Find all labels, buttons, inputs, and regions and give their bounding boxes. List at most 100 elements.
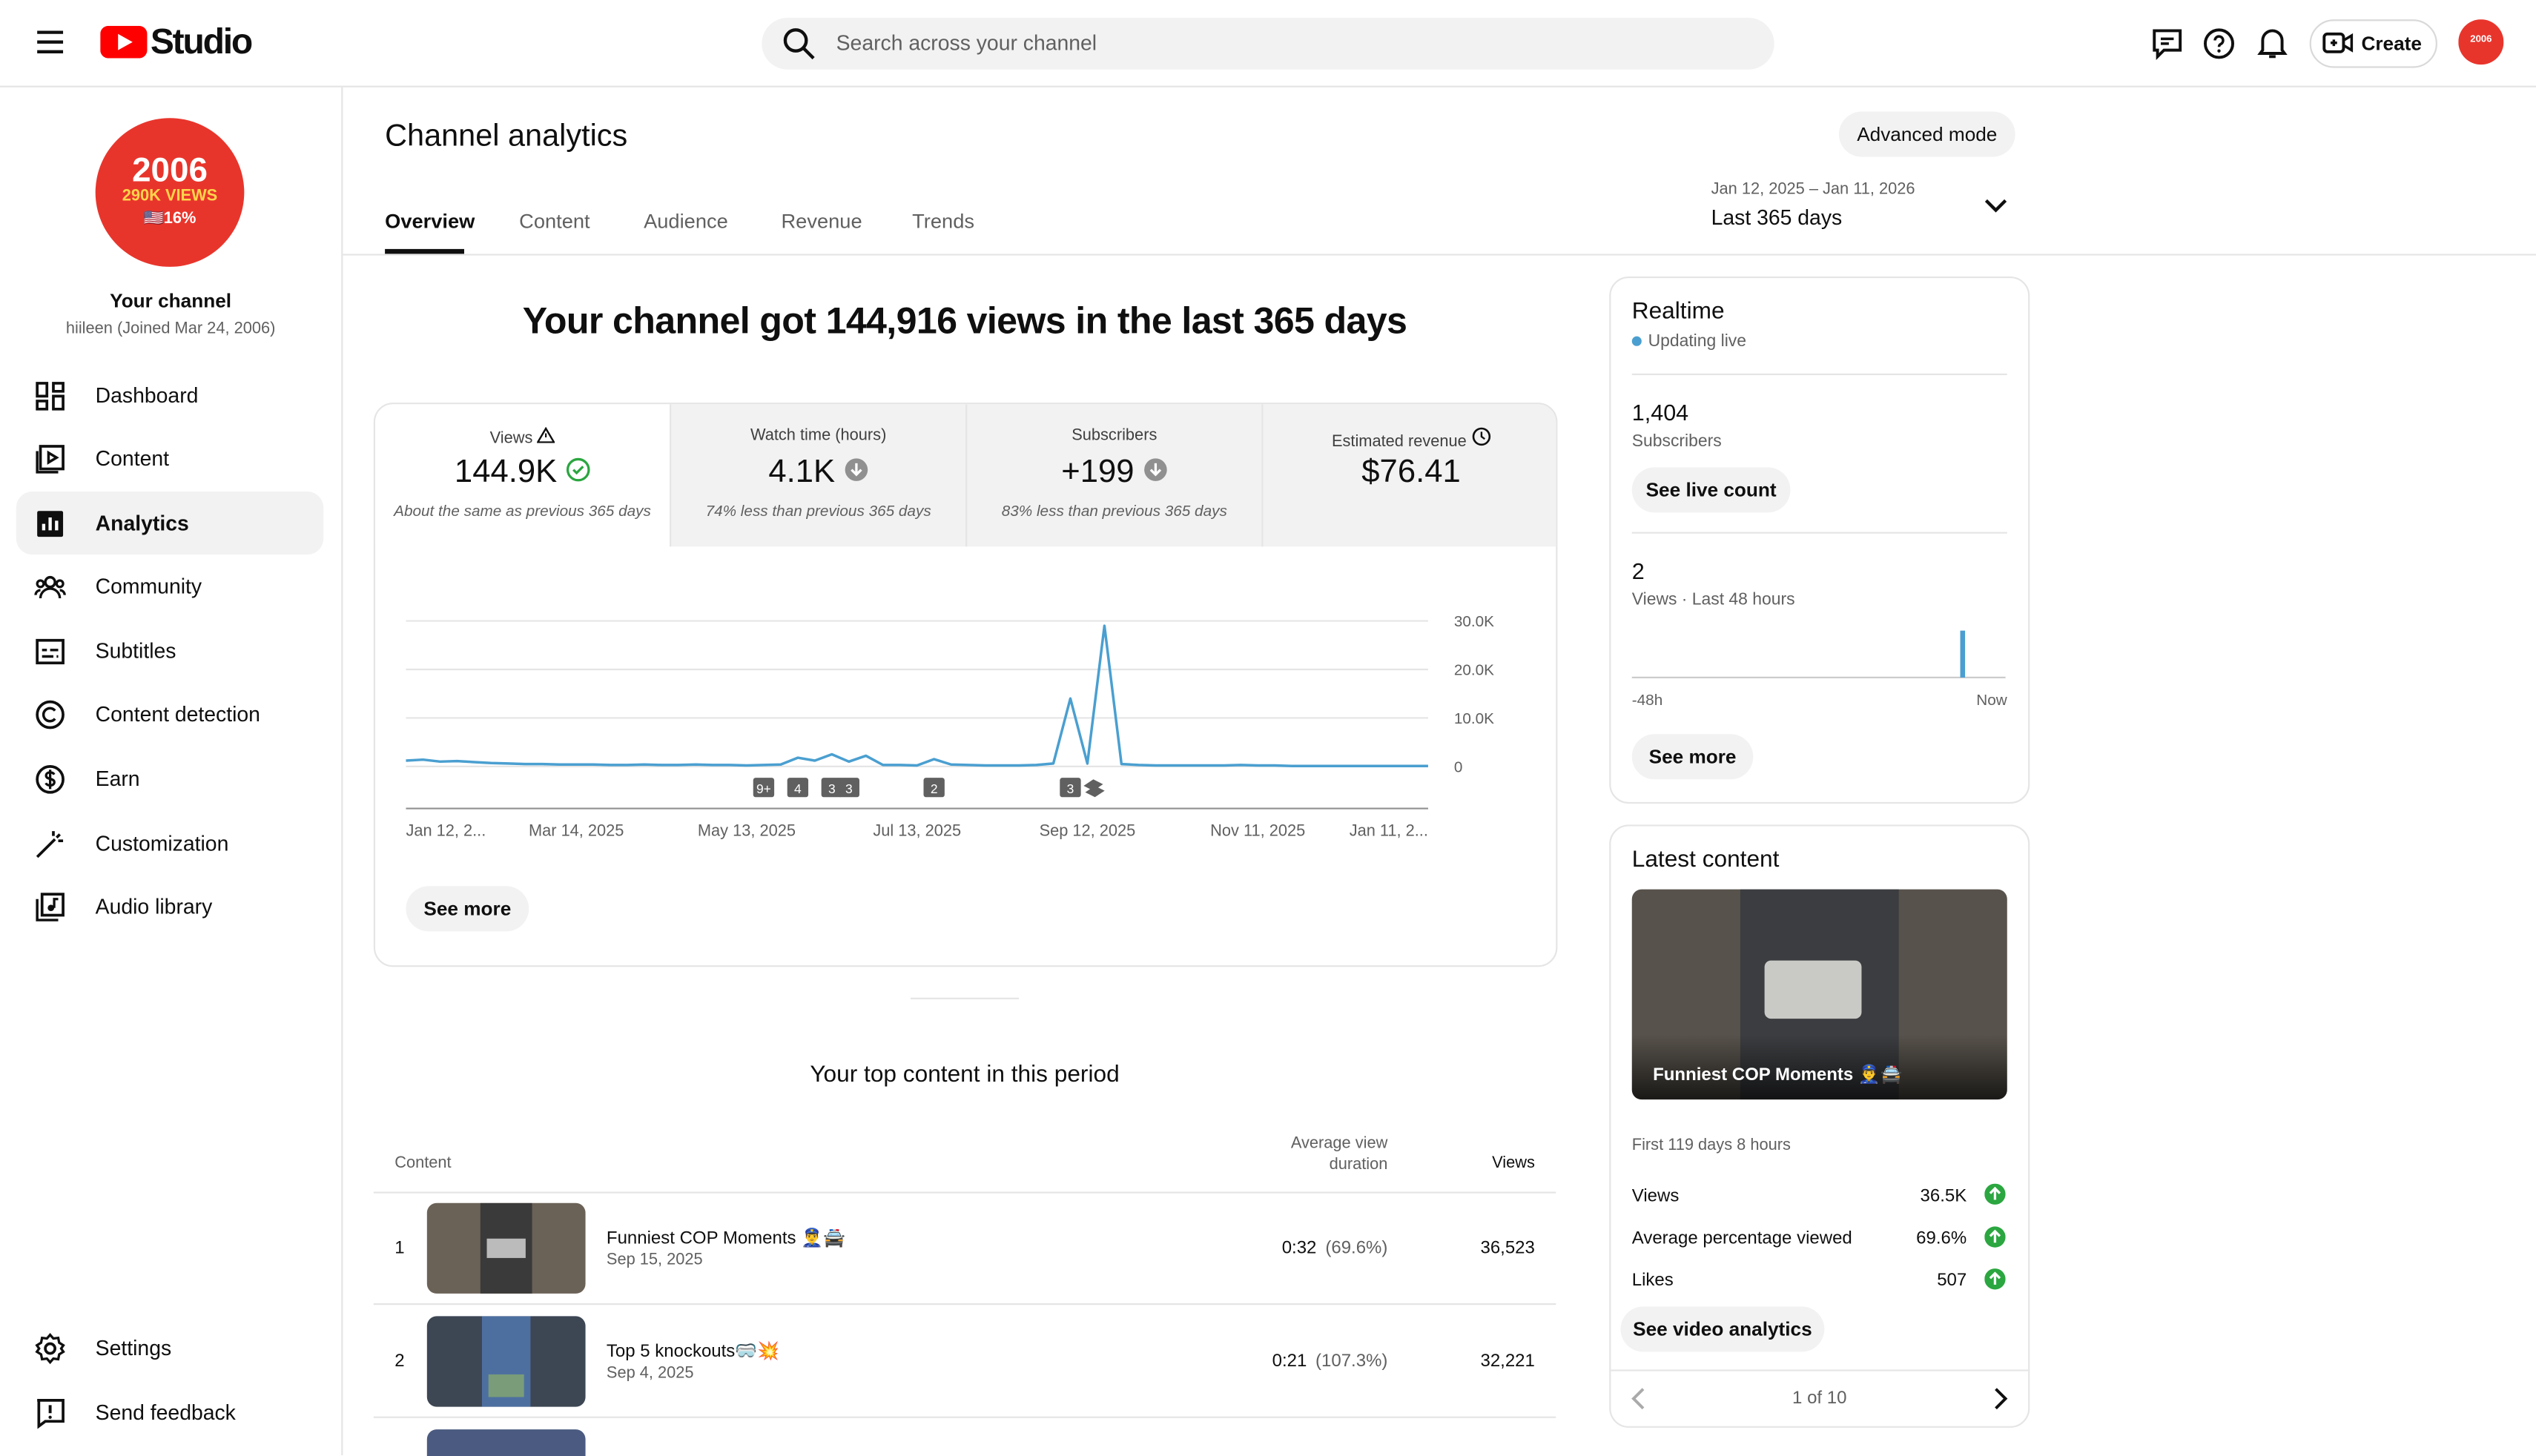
down-icon — [845, 458, 868, 481]
metric-tile[interactable]: Subscribers +199 83% less than previous 3… — [965, 404, 1262, 547]
axis-label: -48h — [1631, 692, 1663, 710]
path — [1995, 1388, 2008, 1410]
live-dot — [1631, 336, 1642, 346]
tab-active[interactable]: Overview — [385, 210, 475, 234]
path — [1984, 199, 2007, 213]
metric-tile[interactable]: Estimated revenue $76.41 — [1261, 404, 1556, 547]
path — [37, 1398, 65, 1429]
live-count-button[interactable]: See live count — [1631, 467, 1791, 513]
tab[interactable]: Content — [519, 210, 590, 234]
nav-icon — [37, 511, 64, 537]
nav-icon — [36, 831, 64, 858]
metric-note: About the same as previous 365 days — [394, 503, 651, 521]
notifications-icon[interactable] — [2256, 26, 2289, 62]
views: 32,221 — [1480, 1351, 1535, 1371]
latest-content-card: Latest content Funniest COP Moments 👮‍♂️… — [1609, 824, 2030, 1428]
search-icon — [783, 28, 815, 60]
metric-value: 4.1K — [768, 454, 836, 490]
thumbnail — [426, 1202, 586, 1294]
text: 2006 — [2470, 33, 2492, 44]
circle — [36, 764, 65, 794]
rect — [40, 893, 65, 917]
nav-item[interactable]: Earn — [16, 747, 323, 810]
help-icon[interactable] — [2203, 27, 2236, 60]
hr — [373, 1416, 1556, 1418]
overview-card: Views 144.9K About the same as previous … — [373, 403, 1558, 967]
nav-icon — [36, 700, 65, 729]
section-title: Your top content in this period — [810, 1062, 1120, 1088]
circle — [47, 904, 55, 912]
warning-icon — [536, 426, 556, 443]
column-header: Content — [394, 1154, 452, 1173]
metric-label: Views — [489, 430, 533, 449]
metric-label: Watch time (hours) — [750, 426, 887, 445]
path — [802, 47, 815, 60]
nav-item[interactable]: Audio library — [16, 875, 323, 938]
metric-tile[interactable]: Views 144.9K About the same as previous … — [375, 404, 670, 547]
nav-item[interactable]: Send feedback — [16, 1381, 323, 1444]
logo-text: Studio — [150, 21, 253, 62]
nav-item[interactable]: Customization — [16, 812, 323, 875]
a — [486, 1238, 526, 1258]
tab[interactable]: Audience — [644, 210, 728, 234]
circle — [36, 579, 45, 589]
nav-item[interactable]: Content detection — [16, 682, 323, 745]
messages-icon[interactable] — [2151, 27, 2184, 60]
see-more-button[interactable]: See more — [406, 886, 529, 932]
duration: 0:32 — [1281, 1238, 1317, 1258]
date-dropdown-icon[interactable] — [1984, 197, 2007, 214]
rect — [2322, 32, 2345, 53]
see-more-button[interactable]: See more — [1631, 734, 1754, 780]
prev-button[interactable] — [1631, 1387, 1647, 1410]
path — [850, 463, 862, 477]
path — [36, 450, 59, 474]
nav-item[interactable]: Subtitles — [16, 619, 323, 682]
path — [2330, 33, 2354, 53]
next-button[interactable] — [1992, 1387, 2009, 1410]
search-placeholder: Search across your channel — [836, 30, 1097, 56]
path — [1479, 431, 1485, 440]
v: 4.1K — [671, 454, 965, 492]
path — [35, 1333, 65, 1365]
page-title: Channel analytics — [385, 119, 628, 154]
account-avatar[interactable]: 2006 — [2458, 19, 2504, 65]
circle — [2203, 28, 2235, 59]
create-icon — [2322, 32, 2354, 53]
nav-icon — [35, 1333, 65, 1365]
search-box[interactable] — [762, 17, 1774, 70]
metric-tile[interactable]: Watch time (hours) 4.1K 74% less than pre… — [669, 404, 966, 547]
nav-icon — [36, 764, 65, 794]
nav-label: Subtitles — [95, 638, 176, 664]
rank: 2 — [394, 1351, 405, 1371]
metric-label: Subscribers — [1071, 426, 1158, 445]
create-button[interactable] — [2309, 19, 2437, 68]
nav-label: Community — [95, 574, 202, 599]
nav-label: Customization — [95, 831, 229, 856]
period-label: First 119 days 8 hours — [1631, 1136, 1791, 1155]
headline: Your channel got 144,916 views in the la… — [522, 299, 1407, 342]
nav-item[interactable]: Content — [16, 427, 323, 490]
nav-icon — [36, 382, 65, 411]
thumbnail-title: Funniest COP Moments 👮‍♂️🚔 — [1653, 1065, 1903, 1085]
path — [118, 33, 133, 50]
advanced-mode-button[interactable]: Advanced mode — [1838, 111, 2015, 157]
path — [2213, 35, 2225, 47]
nav-item[interactable]: Settings — [16, 1316, 323, 1379]
menu-icon[interactable] — [36, 29, 65, 55]
channel-handle: hiileen (Joined Mar 24, 2006) — [65, 320, 276, 338]
circle — [36, 700, 65, 729]
tab[interactable]: Trends — [912, 210, 975, 234]
path — [572, 466, 584, 475]
channel-avatar: 2006 290K VIEWS 🇺🇸16% — [95, 118, 245, 267]
nav-item[interactable]: Community — [16, 555, 323, 618]
metric-value: $76.41 — [1361, 454, 1461, 490]
nav-label: Earn — [95, 766, 140, 791]
tab[interactable]: Revenue — [781, 210, 862, 234]
video-date: Sep 4, 2025 — [606, 1364, 694, 1383]
nav-label: Send feedback — [95, 1400, 236, 1425]
nav-item[interactable]: Dashboard — [16, 364, 323, 427]
nav-item-active[interactable]: Analytics — [16, 492, 324, 555]
video-analytics-button[interactable]: See video analytics — [1620, 1306, 1825, 1352]
path — [42, 649, 59, 658]
